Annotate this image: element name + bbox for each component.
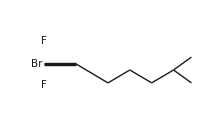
Text: F: F — [41, 36, 47, 46]
Text: F: F — [41, 80, 47, 90]
Text: Br: Br — [31, 59, 42, 69]
